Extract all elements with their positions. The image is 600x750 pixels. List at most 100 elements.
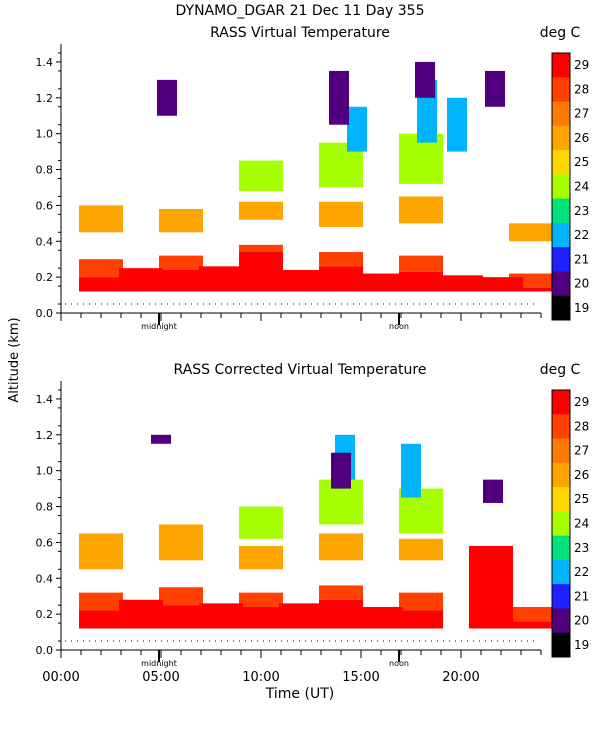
panel-1-colorbar-outline: [551, 52, 571, 321]
panel-2-band-26-cell-3: [319, 533, 363, 561]
panel-2-colorbar-label-24: 24: [574, 517, 589, 531]
panel-1-band-29-cell-0: [79, 277, 123, 292]
panel-1-band-29-cell-8: [399, 271, 443, 292]
panel-2-marker-midnight-label: midnight: [141, 659, 177, 668]
panel-1-colorbar-label-23: 23: [574, 204, 589, 218]
panel-1-y-tick-label-7: 1.4: [36, 56, 54, 69]
panel-1-colorbar-label-24: 24: [574, 180, 589, 194]
panel-2-y-tick-label-7: 1.4: [36, 393, 54, 406]
panel-2-band-20-cell-0: [331, 452, 351, 489]
panel-2-colorbar-swatch-27: [552, 438, 570, 464]
panel-2-colorbar-swatch-19: [552, 632, 570, 658]
panel-1-band-29-cell-7: [359, 273, 403, 292]
panel-1-marker-midnight-label: midnight: [141, 322, 177, 331]
panel-2-colorbar-label-19: 19: [574, 638, 589, 652]
panel-2-band-28-cell-0: [79, 592, 123, 611]
panel-2-band-26-cell-2: [239, 545, 283, 570]
panel-1-title: RASS Virtual Temperature: [210, 25, 390, 41]
panel-1-band-29-cell-1: [119, 268, 163, 292]
panel-1-unit: deg C: [540, 25, 581, 41]
panel-1-band-20-cell-0: [329, 70, 349, 125]
panel-2-y-tick-label-2: 0.4: [36, 572, 54, 585]
panel-2-colorbar-label-20: 20: [574, 614, 589, 628]
panel-1-colorbar-label-20: 20: [574, 277, 589, 291]
panel-2-x-tick-label-4: 20:00: [442, 670, 479, 685]
panel-1-y-tick-label-3: 0.6: [36, 199, 54, 212]
panel-2-x-tick-label-1: 05:00: [142, 670, 179, 685]
panel-1-marker-noon-label: noon: [389, 322, 409, 331]
panel-1-band-26-cell-2: [239, 201, 283, 220]
panel-2-band-26-cell-4: [399, 538, 443, 561]
panel-1-band-29-cell-6: [319, 266, 363, 292]
panel-2-colorbar-label-27: 27: [574, 444, 589, 458]
panel-1-colorbar-label-27: 27: [574, 107, 589, 121]
panel-2-colorbar-swatch-22: [552, 559, 570, 585]
panel-2-colorbar-swatch-23: [552, 535, 570, 561]
panel-1-field: [79, 61, 553, 292]
panel-2-band-29-cell-10: [509, 621, 553, 629]
panel-1-band-20-cell-1: [415, 61, 435, 98]
panel-1-band-28-cell-4: [399, 255, 443, 272]
panel-2-band-28-cell-3: [319, 585, 363, 600]
panel-2-colorbar-swatch-20: [552, 608, 570, 634]
panel-2-band-28-cell-2: [239, 592, 283, 607]
panel-2-y-tick-label-5: 1.0: [36, 465, 54, 478]
panel-2-x-tick-label-3: 15:00: [342, 670, 379, 685]
panel-1-band-26-cell-4: [399, 196, 443, 224]
panel-1-colorbar-swatch-19: [552, 295, 570, 321]
panel-2-band-29-cell-8: [399, 610, 443, 629]
panel-2-x-tick-label-0: 00:00: [42, 670, 79, 685]
panel-1-colorbar-swatch-28: [552, 77, 570, 103]
panel-2-colorbar-label-23: 23: [574, 541, 589, 555]
panel-1-band-22-cell-2: [447, 97, 467, 152]
panel-1-colorbar-swatch-20: [552, 271, 570, 297]
panel-2-band-20-cell-2: [151, 434, 171, 444]
panel-2-band-29-cell-9: [469, 545, 513, 629]
panel-2-band-22-cell-1: [401, 443, 421, 498]
panel-virtual-temperature: RASS Virtual Temperature deg C 0.0 0.2 0.4…: [36, 25, 590, 331]
x-axis-label: Time (UT): [265, 686, 334, 702]
panel-2-band-29-cell-6: [319, 599, 363, 629]
panel-1-y-tick-label-2: 0.4: [36, 235, 54, 248]
panel-1-band-28-cell-2: [239, 244, 283, 253]
panel-2-colorbar-label-22: 22: [574, 565, 589, 579]
panel-2-y-tick-label-4: 0.8: [36, 501, 54, 514]
panel-2-colorbar-outline: [551, 389, 571, 658]
panel-1-band-20-cell-2: [485, 70, 505, 107]
panel-2-colorbar-swatch-21: [552, 584, 570, 609]
panel-1-band-29-cell-3: [199, 266, 243, 292]
panel-1-axes: 0.0 0.2 0.4 0.6 0.8 1.0 1.2 1.4 midnight noon: [36, 44, 542, 331]
panel-1-colorbar-label-28: 28: [574, 82, 589, 96]
panel-1-band-28-cell-1: [159, 255, 203, 270]
panel-1-y-tick-label-5: 1.0: [36, 128, 54, 141]
panel-1-colorbar: 29 28 27 26 25 24 23 22 21 20 19: [551, 52, 589, 321]
panel-2-colorbar-label-29: 29: [574, 395, 589, 409]
panel-2-band-24-cell-0: [239, 506, 283, 539]
panel-2-band-29-cell-4: [239, 606, 283, 629]
panel-corrected-virtual-temperature: RASS Corrected Virtual Temperature deg C…: [36, 362, 590, 685]
panel-2-y-tick-label-6: 1.2: [36, 429, 54, 442]
panel-2-unit: deg C: [540, 362, 581, 378]
panel-1-band-28-cell-0: [79, 259, 123, 278]
panel-1-band-22-cell-0: [347, 106, 367, 152]
panel-1-colorbar-swatch-21: [552, 247, 570, 272]
panel-1-colorbar-swatch-26: [552, 125, 570, 151]
panel-2-colorbar-label-21: 21: [574, 589, 589, 603]
panel-2-band-29-cell-3: [199, 603, 243, 629]
panel-1-y-tick-label-6: 1.2: [36, 92, 54, 105]
panel-1-band-29-cell-2: [159, 269, 203, 292]
panel-1-band-26-cell-3: [319, 201, 363, 227]
panel-2-colorbar-label-28: 28: [574, 419, 589, 433]
panel-1-colorbar-label-26: 26: [574, 131, 589, 145]
panel-2-colorbar-label-26: 26: [574, 468, 589, 482]
panel-1-colorbar-swatch-24: [552, 174, 570, 200]
panel-1-band-29-cell-11: [509, 287, 553, 292]
panel-2-colorbar-label-25: 25: [574, 492, 589, 506]
panel-2-axes: 0.0 0.2 0.4 0.6 0.8 1.0 1.2 1.4 00:00 05:00 10:00 1…: [36, 381, 542, 685]
panel-1-band-29-cell-9: [439, 275, 483, 292]
panel-1-colorbar-label-29: 29: [574, 58, 589, 72]
panel-1-colorbar-label-19: 19: [574, 301, 589, 315]
panel-1-colorbar-label-22: 22: [574, 228, 589, 242]
panel-1-colorbar-label-21: 21: [574, 252, 589, 266]
